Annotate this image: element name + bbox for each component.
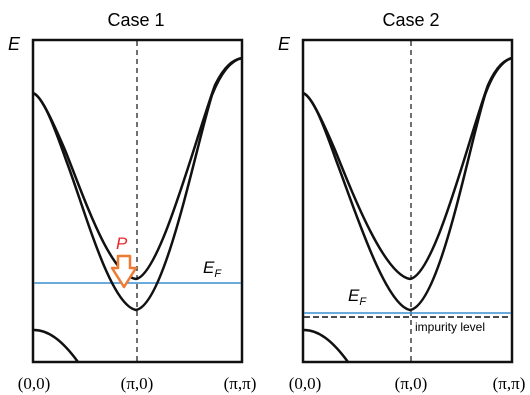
case1-pressure-label: P xyxy=(116,234,128,253)
case1-tick-gamma: (0,0) xyxy=(18,374,51,393)
case2-impurity-label: impurity level xyxy=(415,320,485,334)
case2-tick-m: (π,π) xyxy=(493,374,526,393)
case1-tick-x: (π,0) xyxy=(121,374,154,393)
case2-lower-band xyxy=(302,56,513,312)
case2-title: Case 2 xyxy=(382,10,439,30)
case2-energy-axis-label: E xyxy=(278,34,291,54)
case2-corner-band xyxy=(303,328,350,363)
case2-fermi-label: EF xyxy=(348,286,367,308)
case2-tick-x: (π,0) xyxy=(395,374,428,393)
case1-fermi-label: EF xyxy=(203,258,222,280)
case1-pressure-arrow xyxy=(110,254,138,289)
case1-tick-m: (π,π) xyxy=(224,374,257,393)
case1-energy-axis-label: E xyxy=(8,34,21,54)
case1-title: Case 1 xyxy=(107,10,164,30)
case1-frame xyxy=(31,38,244,364)
case1-lower-band xyxy=(32,56,243,312)
case2-frame xyxy=(301,38,514,364)
case2-upper-band xyxy=(302,56,513,281)
case2-tick-gamma: (0,0) xyxy=(289,374,322,393)
case1-corner-band xyxy=(33,328,80,363)
